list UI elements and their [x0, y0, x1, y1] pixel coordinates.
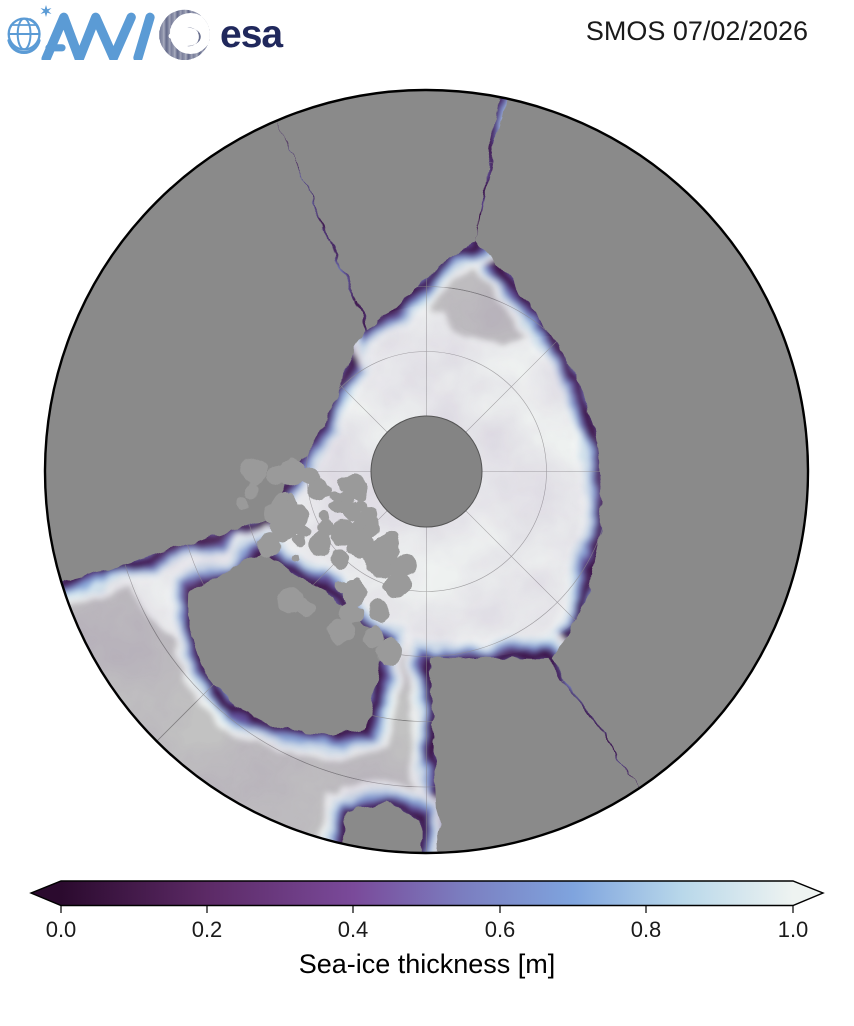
- svg-text:0.2: 0.2: [192, 917, 223, 942]
- svg-text:1.0: 1.0: [778, 917, 809, 942]
- svg-text:Sea-ice thickness [m]: Sea-ice thickness [m]: [299, 949, 556, 979]
- svg-text:esa: esa: [220, 13, 283, 56]
- svg-text:0.6: 0.6: [485, 917, 516, 942]
- svg-text:0.0: 0.0: [46, 917, 77, 942]
- svg-text:SMOS 07/02/2026: SMOS 07/02/2026: [586, 16, 808, 46]
- svg-text:0.8: 0.8: [631, 917, 662, 942]
- svg-text:0.4: 0.4: [338, 917, 369, 942]
